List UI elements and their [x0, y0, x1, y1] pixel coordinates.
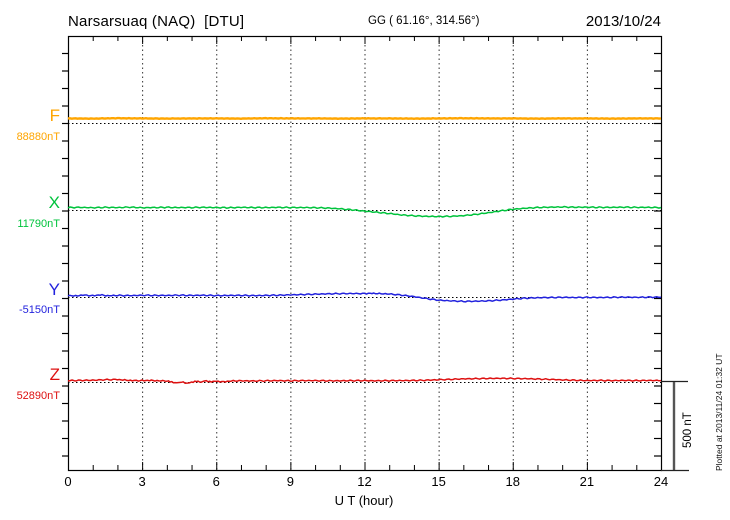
baseline-value-z: 52890nT [16, 390, 60, 402]
trace-y [67, 292, 662, 303]
gg-coordinates: GG ( 61.16°, 314.56°) [368, 15, 480, 27]
plotted-at-note: Plotted at 2013/11/24 01:32 UT [714, 353, 724, 471]
x-tick-label: 15 [431, 474, 446, 489]
x-tick-label: 12 [357, 474, 372, 489]
x-tick-label: 6 [212, 474, 220, 489]
trace-f [67, 116, 662, 121]
plot-frame [67, 35, 663, 472]
baseline-value-y: -5150nT [19, 304, 60, 316]
component-label-f: F [49, 106, 60, 125]
plot-date: 2013/10/24 [585, 13, 661, 30]
component-label-x: X [48, 193, 60, 212]
baseline-value-f: 88880nT [16, 131, 60, 143]
x-tick-label: 18 [505, 474, 520, 489]
x-tick-label: 0 [64, 474, 72, 489]
trace-z [67, 377, 662, 384]
baseline-value-x: 11790nT [17, 218, 60, 230]
component-label-z: Z [49, 365, 60, 384]
x-tick-label: 24 [653, 474, 669, 489]
x-tick-label: 21 [579, 474, 595, 489]
x-tick-label: 9 [286, 474, 294, 489]
x-axis-label: U T (hour) [334, 493, 394, 508]
x-tick-label: 3 [138, 474, 146, 489]
trace-x [67, 205, 662, 218]
component-label-y: Y [48, 280, 60, 299]
scale-bar-label: 500 nT [682, 412, 694, 448]
station-title: Narsarsuaq (NAQ) [DTU] [68, 13, 245, 30]
